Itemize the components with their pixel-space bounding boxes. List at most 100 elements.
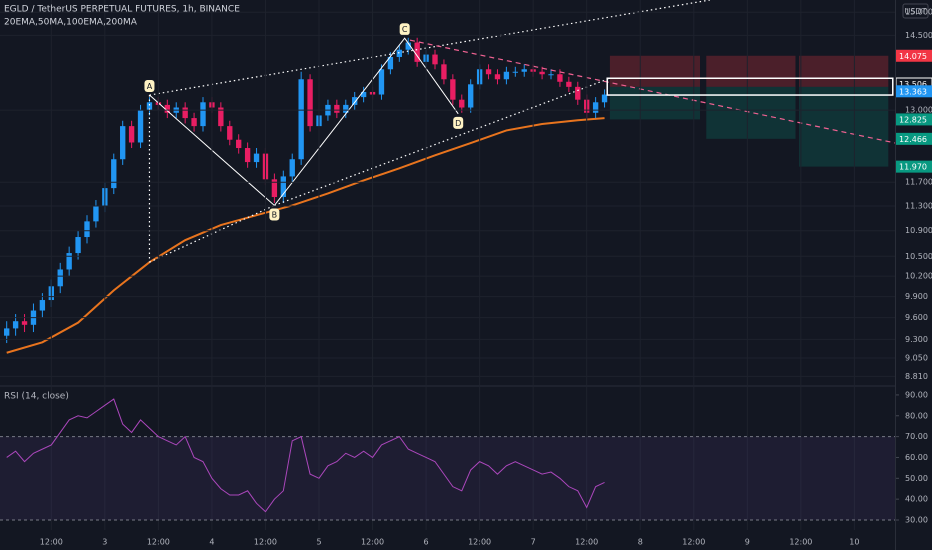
price-tag-label: 13.506 [899,80,927,89]
pattern-point [453,116,464,129]
candle-body [512,71,518,73]
price-tag [896,160,932,173]
candle-body [84,221,90,238]
pattern-label: A [147,82,153,91]
rsi-tick-label: 40.00 [905,495,928,504]
x-tick-label: 5 [316,538,321,547]
x-tick-label: 12:00 [361,538,384,547]
candle-body [360,91,367,98]
currency: USDT [905,7,927,16]
rsi-tick-label: 60.00 [905,453,928,462]
y-tick-label: 13.000 [905,106,932,115]
candle-body [459,99,465,108]
y-tick-label: 9.600 [905,313,928,322]
y-tick-label: 9.050 [905,354,928,363]
candle-body [12,321,19,329]
candle-body [57,269,63,287]
stop-zone [799,55,889,87]
candle-body [441,64,447,80]
x-tick-label: 12:00 [682,538,705,547]
trend-line [149,0,710,96]
candle-body [503,71,510,80]
y-tick-label: 11.700 [905,178,932,187]
candle-body [66,253,72,270]
rsi-tick-label: 70.00 [905,432,928,441]
y-tick-label: 11.300 [905,202,932,211]
stop-zone [609,55,701,87]
x-tick-label: 12:00 [40,538,63,547]
y-tick-label: 9.900 [905,292,928,301]
candle-body [137,110,144,143]
candle-body [521,69,527,72]
candle-body [343,104,349,113]
y-tick-label: 10.200 [905,272,932,281]
candle-body [592,102,599,113]
y-tick-label: 14.500 [905,31,932,40]
x-tick-label: 9 [745,538,750,547]
rsi-title: RSI (14, close) [4,392,69,402]
candle-body [298,79,304,160]
candle-body [387,56,394,70]
candle-body [164,104,170,113]
candle-body [334,104,340,113]
y-tick-label: 10.900 [905,226,932,235]
candle-body [236,139,242,149]
target-zone [799,86,889,167]
main-pane: A B C D [4,0,895,354]
candle-body [557,74,563,82]
candle-body [432,54,438,65]
candle-body [548,74,554,76]
candle-body [289,159,295,177]
y-tick-label: 9.300 [905,335,928,344]
price-tag-label: 13.363 [899,87,927,96]
pattern-point [269,208,280,221]
candle-body [244,148,251,163]
price-tag [896,113,932,126]
rsi-tick-label: 30.00 [905,515,928,524]
x-tick-label: 7 [531,538,536,547]
pattern-label: D [455,119,461,128]
candle-body [575,86,581,100]
candle-body [120,126,126,160]
candle-body [280,176,286,198]
x-tick-label: 12:00 [254,538,277,547]
price-tag-label: 12.825 [899,115,927,124]
candle-body [93,206,99,222]
candle-body [4,328,10,336]
candle-body [111,159,117,189]
candle-body [396,49,402,57]
x-tick-label: 3 [102,538,107,547]
pattern-point [399,23,410,36]
rsi-line [6,398,605,513]
x-tick-label: 4 [209,538,214,547]
candle-body [307,79,313,127]
pattern-label: B [272,210,278,219]
target-zone [609,86,701,120]
pattern-label: C [402,25,408,34]
candle-body [601,94,608,103]
rsi-tick-label: 90.00 [905,390,928,399]
currency-box[interactable] [902,3,929,19]
candle-body [227,126,233,140]
rsi-tick-label: 80.00 [905,411,928,420]
pattern-point [144,80,155,93]
price-tag-label: 11.970 [899,163,927,172]
indicator-list: 20EMA,50MA,100EMA,200MA [4,18,138,28]
candle-body [414,42,420,62]
trend-line [274,77,611,207]
candle-body [146,102,153,111]
price-tag [896,49,932,62]
candle-body [566,81,572,87]
candle-body [405,42,411,50]
chart-title: EGLD / TetherUS PERPETUAL FUTURES, 1h, B… [4,5,240,15]
candle-body [494,74,501,80]
candle-body [253,153,260,163]
x-tick-label: 12:00 [789,538,812,547]
candle-body [39,300,46,311]
candle-body [378,69,385,95]
stop-zone [706,55,796,87]
candle-body [182,107,188,119]
x-tick-label: 12:00 [575,538,598,547]
candle-body [218,107,224,127]
